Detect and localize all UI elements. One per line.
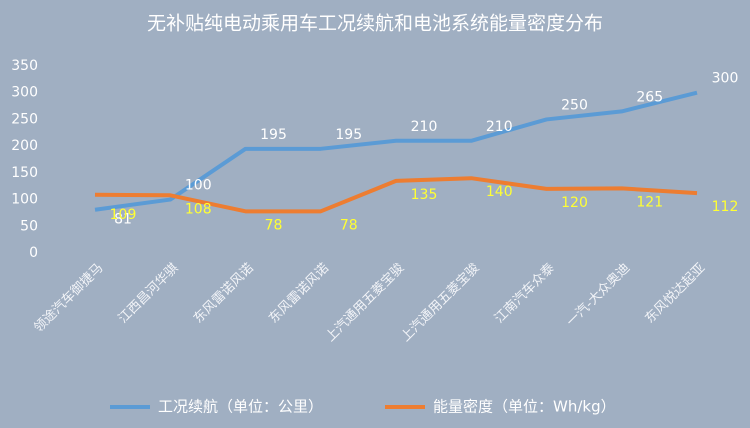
value-label: 120	[561, 195, 588, 211]
value-label: 250	[561, 97, 588, 113]
value-label: 265	[636, 89, 663, 105]
value-label: 78	[265, 217, 283, 233]
y-tick-label: 50	[20, 218, 38, 234]
value-label: 300	[712, 71, 739, 87]
value-label: 100	[185, 178, 212, 194]
value-label: 81	[114, 212, 132, 228]
value-label: 108	[185, 201, 212, 217]
value-label: 121	[636, 194, 663, 210]
value-label: 210	[411, 119, 438, 135]
y-tick-label: 250	[11, 111, 38, 127]
value-label: 109	[110, 207, 137, 223]
y-tick-label: 100	[11, 192, 38, 208]
y-tick-label: 150	[11, 165, 38, 181]
value-label: 140	[486, 184, 513, 200]
value-label: 195	[335, 127, 362, 143]
series-line	[94, 90, 698, 212]
y-tick-label: 200	[11, 138, 38, 154]
y-tick-label: 0	[29, 245, 38, 261]
chart-title: 无补贴纯电动乘用车工况续航和电池系统能量密度分布	[147, 13, 603, 35]
legend-label: 工况续航（单位：公里）	[158, 398, 323, 416]
y-tick-label: 300	[11, 85, 38, 101]
value-label: 78	[340, 217, 358, 233]
value-label: 135	[411, 187, 438, 203]
y-tick-label: 350	[11, 58, 38, 74]
legend-label: 能量密度（单位：Wh/kg）	[433, 398, 616, 416]
series-line	[94, 176, 698, 214]
value-label: 210	[486, 119, 513, 135]
value-label: 195	[260, 127, 287, 143]
value-label: 112	[712, 199, 739, 215]
